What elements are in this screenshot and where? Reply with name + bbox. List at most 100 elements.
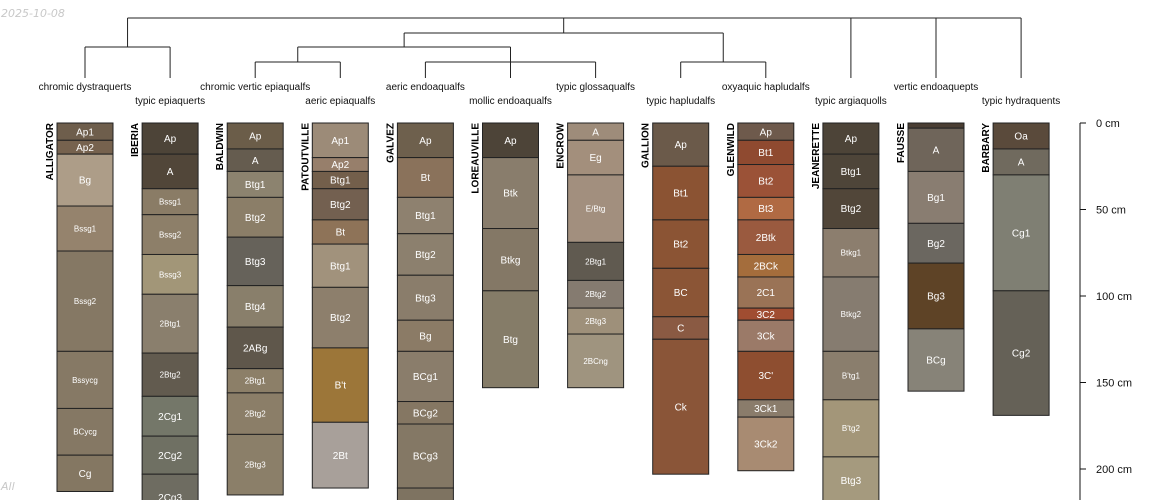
- horizon-label: Eg: [589, 153, 601, 164]
- horizon-iberia-3: [141, 214, 199, 255]
- horizon-label: B't: [335, 381, 347, 392]
- horizon-glenwild-8: [737, 319, 795, 352]
- horizon-label: Bt2: [758, 177, 773, 188]
- horizon-glenwild-6: [737, 276, 795, 309]
- horizon-label: Btg2: [330, 313, 351, 324]
- horizon-label: 3C2: [757, 310, 776, 321]
- dendrogram: [84, 17, 1022, 78]
- horizon-glenwild-11: [737, 416, 795, 472]
- horizon-label: B'tg1: [842, 371, 861, 380]
- horizon-label: 2Bt: [333, 451, 348, 462]
- depth-tick-label: 150 cm: [1096, 378, 1132, 390]
- horizon-label: Ap: [675, 140, 688, 151]
- depth-tick-label: 50 cm: [1096, 205, 1126, 217]
- horizon-label: Bg1: [927, 193, 945, 204]
- horizon-alligator-2: [56, 153, 114, 207]
- horizon-label: BC: [674, 288, 688, 299]
- horizon-patoutville-6: [311, 286, 369, 349]
- profile-gallion: Ap Bt1 Bt2 BC C Ck GALLION: [641, 122, 710, 475]
- horizon-iberia-5: [141, 293, 199, 354]
- horizon-label: 3Ck: [757, 331, 776, 342]
- horizon-label: BCg: [926, 356, 945, 367]
- taxon-label-galvez: aeric endoaqualfs: [386, 82, 465, 93]
- taxon-label-iberia: typic epiaquerts: [135, 96, 205, 107]
- horizon-alligator-6: [56, 407, 114, 456]
- horizon-label: Bt: [421, 173, 431, 184]
- horizon-glenwild-9: [737, 350, 795, 401]
- horizon-label: Ap2: [331, 160, 349, 171]
- horizon-label: 2Btg3: [585, 317, 606, 326]
- horizon-label: 2Btg1: [160, 320, 181, 329]
- horizon-baldwin-2: [226, 170, 284, 198]
- horizon-label: Bt1: [758, 148, 773, 159]
- horizon-label: C: [677, 324, 684, 335]
- profile-name: LOREAUVILLE: [471, 123, 482, 194]
- horizon-label: Cg: [79, 469, 92, 480]
- horizon-label: Ap2: [76, 143, 94, 154]
- horizon-label: Bt: [336, 228, 346, 239]
- date-stamp: 2025-10-08: [1, 7, 65, 20]
- horizon-label: Bssg1: [74, 224, 97, 233]
- horizon-label: A: [167, 167, 174, 178]
- horizon-label: 2Btg2: [585, 290, 606, 299]
- horizon-alligator-7: [56, 454, 114, 492]
- horizon-label: Btg2: [330, 200, 351, 211]
- horizon-label: Ap: [419, 136, 432, 147]
- horizon-baldwin-5: [226, 285, 284, 328]
- horizon-label: Bg2: [927, 239, 945, 250]
- horizon-label: 2ABg: [243, 344, 267, 355]
- horizon-encrow-4: [567, 279, 625, 309]
- taxon-label-patoutville: aeric epiaqualfs: [305, 96, 375, 107]
- horizon-gallion-2: [652, 219, 710, 269]
- profile-alligator: Ap1 Ap2 Bg Bssg1 Bssg2 Bssycg BCycg Cg ALLIGATOR: [45, 122, 114, 492]
- horizon-label: 2Btg2: [245, 410, 266, 419]
- horizon-label: B'tg2: [842, 424, 861, 433]
- horizon-label: 2Cg1: [158, 412, 182, 423]
- horizon-label: Btg2: [415, 250, 436, 261]
- horizon-baldwin-3: [226, 196, 284, 238]
- horizon-jeanerette-2: [822, 188, 880, 230]
- horizon-label: Btg2: [841, 204, 862, 215]
- horizon-label: Oa: [1014, 132, 1028, 143]
- horizon-alligator-3: [56, 205, 114, 252]
- horizon-encrow-2: [567, 174, 625, 243]
- horizon-galvez-9: [396, 487, 454, 500]
- horizon-label: 2Btg1: [245, 377, 266, 386]
- horizon-iberia-1: [141, 153, 199, 190]
- depth-tick-label: 200 cm: [1096, 464, 1132, 476]
- horizon-label: 2Btg2: [160, 371, 181, 380]
- horizon-label: Btg1: [330, 176, 351, 187]
- profile-patoutville: Ap1 Ap2 Btg1 Btg2 Bt Btg1 Btg2 B't 2Bt PATOUTVILL…: [300, 122, 369, 489]
- horizon-fausse-5: [907, 328, 965, 392]
- horizon-label: A: [592, 127, 599, 138]
- horizon-label: Bssg2: [159, 230, 182, 239]
- horizon-label: 2Btg1: [585, 257, 606, 266]
- horizon-jeanerette-7: [822, 456, 880, 500]
- horizon-jeanerette-3: [822, 228, 880, 278]
- horizon-label: 2BCk: [754, 261, 779, 272]
- horizon-baldwin-6: [226, 326, 284, 370]
- horizon-label: Bg3: [927, 292, 945, 303]
- horizon-label: Bssycg: [72, 376, 98, 385]
- horizon-encrow-6: [567, 333, 625, 389]
- horizon-label: Ap: [504, 136, 517, 147]
- horizon-label: 3Ck1: [754, 404, 778, 415]
- horizon-label: Bssg1: [159, 198, 182, 207]
- profile-encrow: A Eg E/Btg 2Btg1 2Btg2 2Btg3 2BCng ENCROW: [556, 122, 625, 389]
- horizon-galvez-0: [396, 122, 454, 159]
- horizon-galvez-3: [396, 233, 454, 276]
- horizon-gallion-1: [652, 165, 710, 221]
- horizon-label: Btg1: [245, 180, 266, 191]
- profile-name: FAUSSE: [896, 123, 907, 163]
- profile-name: GALVEZ: [385, 123, 396, 163]
- horizon-label: BCg2: [413, 408, 438, 419]
- horizon-jeanerette-1: [822, 153, 880, 190]
- horizon-glenwild-1: [737, 139, 795, 166]
- profile-name: JEANERETTE: [811, 123, 822, 189]
- horizon-baldwin-9: [226, 433, 284, 496]
- profile-name: ENCROW: [556, 122, 567, 168]
- horizon-iberia-6: [141, 352, 199, 397]
- horizon-patoutville-7: [311, 347, 369, 423]
- horizon-label: E/Btg: [586, 205, 606, 214]
